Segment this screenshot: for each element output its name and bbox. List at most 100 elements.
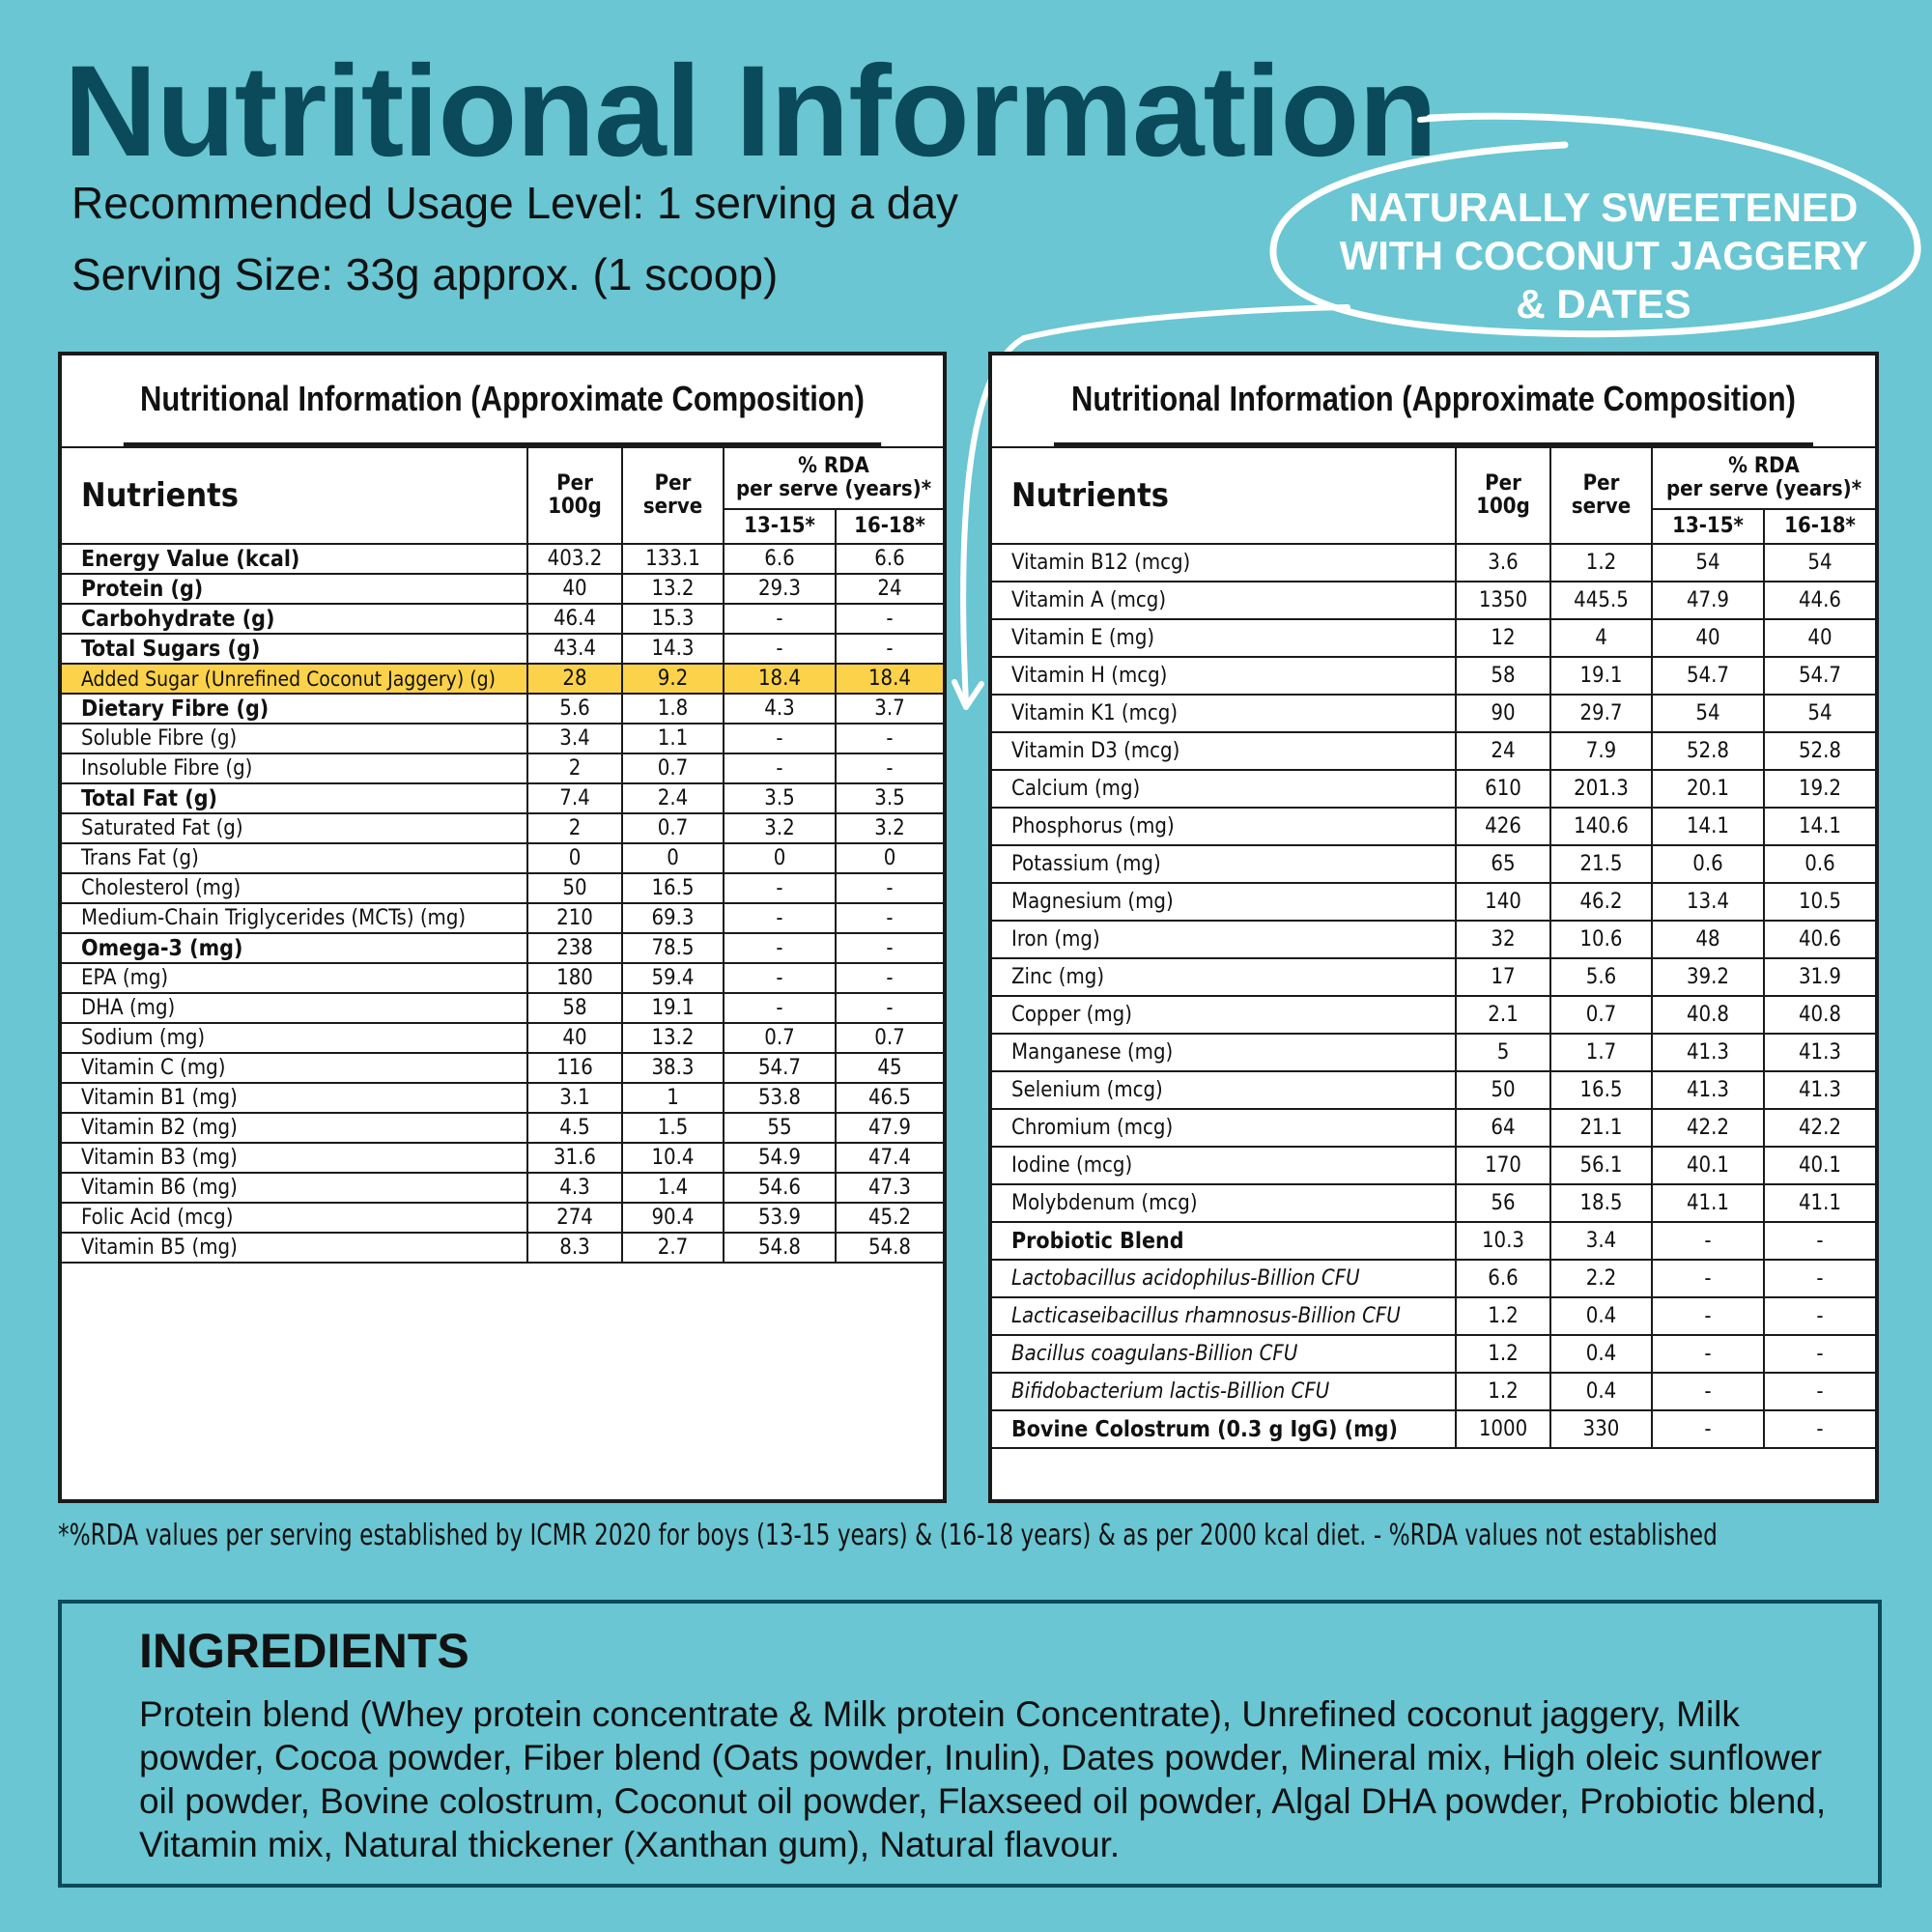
sweetener-badge: NATURALLY SWEETENED WITH COCONUT JAGGERY…: [1314, 184, 1893, 328]
nutrient-name: Vitamin D3 (mcg): [992, 731, 1457, 771]
rda-13-15-value: -: [1651, 1372, 1765, 1411]
per-100g-value: 170: [1455, 1146, 1551, 1185]
rda-13-15-value: 0.6: [1651, 844, 1765, 884]
per-serve-value: 5.6: [1549, 957, 1653, 997]
per-100g-value: 2: [526, 753, 623, 784]
rda-16-18-value: 41.3: [1762, 1033, 1875, 1072]
table-row: Manganese (mg) 5 1.7 41.3 41.3: [992, 1033, 1875, 1072]
rda-13-15-value: 3.2: [723, 812, 837, 844]
rda-13-15-value: 54.6: [723, 1172, 837, 1204]
per-serve-value: 0: [621, 842, 724, 874]
per-serve-value: 69.3: [621, 902, 724, 934]
table-row: Bifidobacterium lactis-Billion CFU 1.2 0.4…: [992, 1372, 1875, 1411]
rda-13-15-value: 14.1: [1651, 807, 1765, 846]
rda-13-15-value: 13.4: [1651, 882, 1765, 922]
per-serve-value: 1.2: [1549, 543, 1653, 582]
ingredients-box: INGREDIENTS Protein blend (Whey protein …: [58, 1600, 1882, 1888]
per-100g-value: 1.2: [1455, 1296, 1551, 1336]
per-100g-value: 8.3: [526, 1232, 623, 1264]
rda-13-15-value: 0.7: [723, 1022, 837, 1054]
panel-title-right: Nutritional Information (Approximate Com…: [1053, 355, 1814, 446]
nutrient-name: Chromium (mcg): [992, 1108, 1457, 1148]
rda-16-18-value: 3.7: [834, 693, 943, 724]
per-100g-value: 2.1: [1455, 995, 1551, 1035]
per-serve-value: 0.7: [621, 812, 724, 844]
rda-13-15-value: -: [1651, 1409, 1765, 1449]
rda-13-15-value: 40.8: [1651, 995, 1765, 1035]
per-100g-value: 4.5: [526, 1112, 623, 1144]
rda-16-18-value: 54: [1762, 694, 1875, 733]
per-100g-value: 50: [526, 872, 623, 904]
table-row: Iron (mg) 32 10.6 48 40.6: [992, 920, 1875, 959]
per-100g-value: 5: [1455, 1033, 1551, 1072]
ingredients-heading: INGREDIENTS: [139, 1624, 469, 1678]
table-row: Vitamin B2 (mg) 4.5 1.5 55 47.9: [62, 1112, 943, 1144]
rda-16-18-value: 40.1: [1762, 1146, 1875, 1185]
per-serve-value: 0.7: [621, 753, 724, 784]
rda-16-18-value: 0.6: [1762, 844, 1875, 884]
nutrient-name: Protein (g): [62, 573, 528, 605]
per-100g-value: 90: [1455, 694, 1551, 733]
nutrient-name: Dietary Fibre (g): [62, 693, 528, 724]
rda-13-15-value: -: [1651, 1221, 1765, 1261]
ingredients-text: Protein blend (Whey protein concentrate …: [139, 1694, 1827, 1864]
rda-16-18-value: -: [1762, 1409, 1875, 1449]
per-serve-value: 133.1: [621, 543, 724, 575]
usage-level: Recommended Usage Level: 1 serving a day: [71, 178, 958, 228]
per-100g-value: 1350: [1455, 581, 1551, 620]
per-serve-value: 78.5: [621, 932, 724, 964]
table-row: Trans Fat (g) 0 0 0 0: [62, 842, 943, 874]
per-100g-value: 17: [1455, 957, 1551, 997]
per-100g-value: 4.3: [526, 1172, 623, 1204]
table-row: Vitamin A (mcg) 1350 445.5 47.9 44.6: [992, 581, 1875, 620]
per-serve-value: 10.4: [621, 1142, 724, 1174]
table-row: Lacticaseibacillus rhamnosus-Billion CFU…: [992, 1296, 1875, 1336]
rda-16-18-value: -: [1762, 1334, 1875, 1374]
per-serve-value: 2.4: [621, 782, 724, 814]
rda-16-18-value: -: [834, 753, 943, 784]
rda-13-15-value: -: [723, 753, 837, 784]
nutrient-name: Zinc (mg): [992, 957, 1457, 997]
table-row: Magnesium (mg) 140 46.2 13.4 10.5: [992, 882, 1875, 922]
rda-16-18-value: 31.9: [1762, 957, 1875, 997]
rda-16-18-value: -: [1762, 1259, 1875, 1298]
per-serve-value: 38.3: [621, 1052, 724, 1084]
rda-13-15-value: 48: [1651, 920, 1765, 959]
per-100g-value: 7.4: [526, 782, 623, 814]
per-serve-value: 1.4: [621, 1172, 724, 1204]
table-row: Vitamin K1 (mcg) 90 29.7 54 54: [992, 694, 1875, 733]
rda-16-18-value: -: [834, 932, 943, 964]
nutrient-name: Soluble Fibre (g): [62, 723, 528, 754]
per-serve-value: 59.4: [621, 962, 724, 994]
table-row: Sodium (mg) 40 13.2 0.7 0.7: [62, 1022, 943, 1054]
per-100g-value: 238: [526, 932, 623, 964]
nutrition-table-left: Nutrients Per 100g Per serve % RDA per s…: [62, 446, 943, 1264]
rda-16-18-value: 52.8: [1762, 731, 1875, 771]
rda-16-18-value: 40.8: [1762, 995, 1875, 1035]
nutrient-name: Vitamin B2 (mg): [62, 1112, 528, 1144]
rda-13-15-value: -: [1651, 1296, 1765, 1336]
rda-13-15-value: 18.4: [723, 663, 837, 695]
per-100g-value: 1.2: [1455, 1334, 1551, 1374]
rda-13-15-value: -: [1651, 1259, 1765, 1298]
rda-13-15-value: -: [723, 723, 837, 754]
per-100g-value: 6.6: [1455, 1259, 1551, 1298]
rda-16-18-value: 40: [1762, 618, 1875, 658]
per-100g-value: 1000: [1455, 1409, 1551, 1449]
rda-16-18-value: -: [834, 872, 943, 904]
nutrient-name: Bifidobacterium lactis-Billion CFU: [992, 1372, 1457, 1411]
per-100g-value: 10.3: [1455, 1221, 1551, 1261]
per-serve-value: 0.4: [1549, 1334, 1653, 1374]
rda-13-15-value: 40.1: [1651, 1146, 1765, 1185]
col-header-nutrients: Nutrients: [992, 446, 1457, 545]
per-100g-value: 210: [526, 902, 623, 934]
nutrient-name: Manganese (mg): [992, 1033, 1457, 1072]
rda-13-15-value: 6.6: [723, 543, 837, 575]
per-serve-value: 9.2: [621, 663, 724, 695]
nutrition-table-right: Nutrients Per 100g Per serve % RDA per s…: [992, 446, 1875, 1449]
rda-16-18-value: -: [834, 962, 943, 994]
per-100g-value: 3.4: [526, 723, 623, 754]
nutrient-name: Calcium (mg): [992, 769, 1457, 809]
table-row: Saturated Fat (g) 2 0.7 3.2 3.2: [62, 812, 943, 844]
rda-13-15-value: 0: [723, 842, 837, 874]
